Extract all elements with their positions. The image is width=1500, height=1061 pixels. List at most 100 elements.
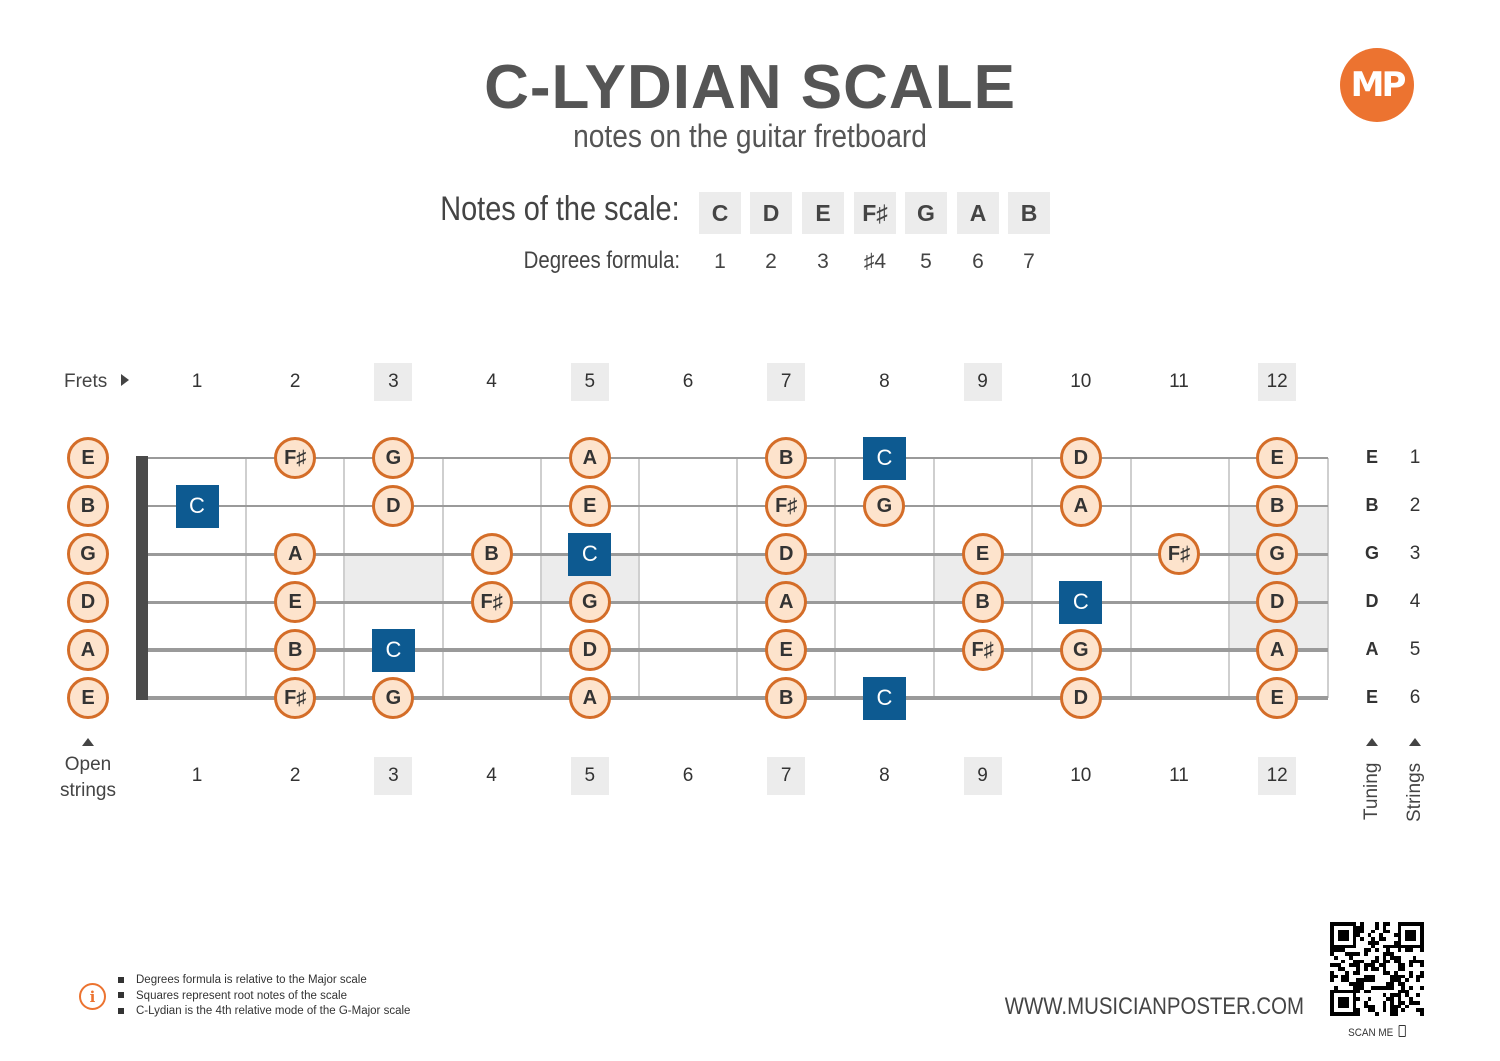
info-icon: i: [79, 983, 106, 1010]
fret-number: 5: [570, 363, 609, 401]
fret-wire: [834, 458, 836, 698]
page-subtitle: notes on the guitar fretboard: [573, 118, 927, 154]
fret-number: 12: [1258, 757, 1297, 795]
scale-degree: 3: [817, 250, 829, 273]
fret-number: 4: [486, 765, 497, 786]
note-dot: E: [961, 533, 1004, 575]
scale-note-box: A: [957, 192, 999, 234]
root-note-square: C: [862, 436, 906, 480]
scale-note-box: F♯: [854, 192, 896, 234]
fret-number: 10: [1070, 765, 1092, 786]
guitar-string: [136, 600, 1328, 604]
note-dot: D: [372, 485, 415, 527]
fret-wire: [638, 458, 640, 698]
fret-number: 3: [374, 757, 413, 795]
fret-wire: [933, 458, 935, 698]
fret-number: 3: [374, 363, 413, 401]
note-dot: G: [568, 581, 611, 623]
note-dot: E: [67, 677, 109, 719]
note-dot: D: [1059, 437, 1102, 479]
note-dot: D: [1256, 581, 1299, 623]
triangle-up-icon: [82, 738, 94, 746]
note-dot: B: [274, 629, 317, 671]
note-dot: B: [961, 581, 1004, 623]
triangle-right-icon: [120, 374, 129, 386]
note-dot: B: [765, 677, 808, 719]
string-tuning: G: [1364, 543, 1379, 563]
open-strings-label: Open strings: [48, 752, 128, 804]
legend-item: C-Lydian is the 4th relative mode of the…: [118, 1004, 410, 1020]
strings-label: Strings: [1404, 762, 1425, 822]
fret-number: 4: [486, 371, 497, 392]
note-dot: F♯: [961, 629, 1004, 671]
scan-me-label: SCAN ME: [1335, 1025, 1420, 1039]
root-note-square: C: [568, 532, 612, 576]
note-dot: E: [765, 629, 808, 671]
fret-number: 2: [289, 765, 301, 786]
note-dot: F♯: [470, 581, 513, 623]
scale-degree: 6: [972, 250, 984, 273]
fret-number: 9: [963, 757, 1002, 795]
note-dot: F♯: [274, 677, 317, 719]
phone-icon: [1398, 1025, 1406, 1037]
fret-number: 9: [963, 363, 1002, 401]
note-dot: E: [1256, 677, 1299, 719]
note-dot: A: [67, 629, 109, 671]
note-dot: A: [765, 581, 808, 623]
note-dot: D: [67, 581, 109, 623]
tuning-label: Tuning: [1361, 762, 1382, 820]
note-dot: A: [568, 677, 611, 719]
fret-wire: [540, 458, 542, 698]
scale-degree: 7: [1023, 250, 1035, 273]
note-dot: F♯: [1158, 533, 1200, 575]
fret-inlay: [344, 554, 443, 602]
note-dot: D: [1059, 677, 1102, 719]
scale-note-box: E: [802, 192, 844, 234]
scan-me-text: SCAN ME: [1348, 1027, 1394, 1039]
fret-inlay: [1229, 506, 1328, 650]
string-number: 5: [1409, 639, 1421, 660]
fret-wire: [1130, 458, 1132, 698]
note-dot: G: [863, 485, 906, 527]
fret-number: 8: [879, 371, 890, 392]
note-dot: E: [67, 437, 109, 479]
nut: [136, 456, 148, 700]
fret-number: 1: [191, 765, 203, 786]
fret-wire: [1228, 458, 1230, 698]
fret-wire: [736, 458, 738, 698]
degrees-formula-label: Degrees formula:: [523, 247, 680, 274]
string-number: 2: [1409, 495, 1421, 516]
note-dot: G: [372, 677, 415, 719]
string-number: 3: [1409, 543, 1421, 564]
triangle-up-icon: [1409, 738, 1421, 746]
fret-number: 12: [1258, 363, 1297, 401]
fret-number: 7: [767, 757, 806, 795]
note-dot: D: [568, 629, 611, 671]
notes-of-scale-label: Notes of the scale:: [440, 190, 680, 228]
scale-note-box: D: [750, 192, 792, 234]
scale-note-box: C: [699, 192, 741, 234]
note-dot: F♯: [274, 437, 317, 479]
note-dot: B: [765, 437, 808, 479]
string-number: 6: [1409, 687, 1421, 708]
legend-item: Degrees formula is relative to the Major…: [118, 973, 410, 989]
guitar-string: [136, 552, 1328, 556]
scale-degree: 5: [920, 250, 932, 273]
root-note-square: C: [175, 484, 219, 528]
scale-note-box: B: [1008, 192, 1050, 234]
scale-degree: 2: [765, 250, 777, 273]
fret-number: 11: [1169, 765, 1189, 786]
open-strings-label-line2: strings: [60, 780, 116, 801]
fret-number: 5: [570, 757, 609, 795]
frets-label-text: Frets: [64, 371, 108, 392]
fret-number: 11: [1169, 371, 1189, 392]
fret-number: 7: [767, 363, 806, 401]
note-dot: B: [470, 533, 513, 575]
string-tuning: B: [1365, 495, 1379, 515]
musicianposter-logo: MP: [1340, 48, 1414, 122]
website-link[interactable]: WWW.MUSICIANPOSTER.COM: [1004, 993, 1304, 1020]
note-dot: B: [67, 485, 109, 527]
note-dot: A: [1256, 629, 1299, 671]
qr-code[interactable]: [1330, 922, 1424, 1016]
string-number: 1: [1409, 447, 1421, 468]
